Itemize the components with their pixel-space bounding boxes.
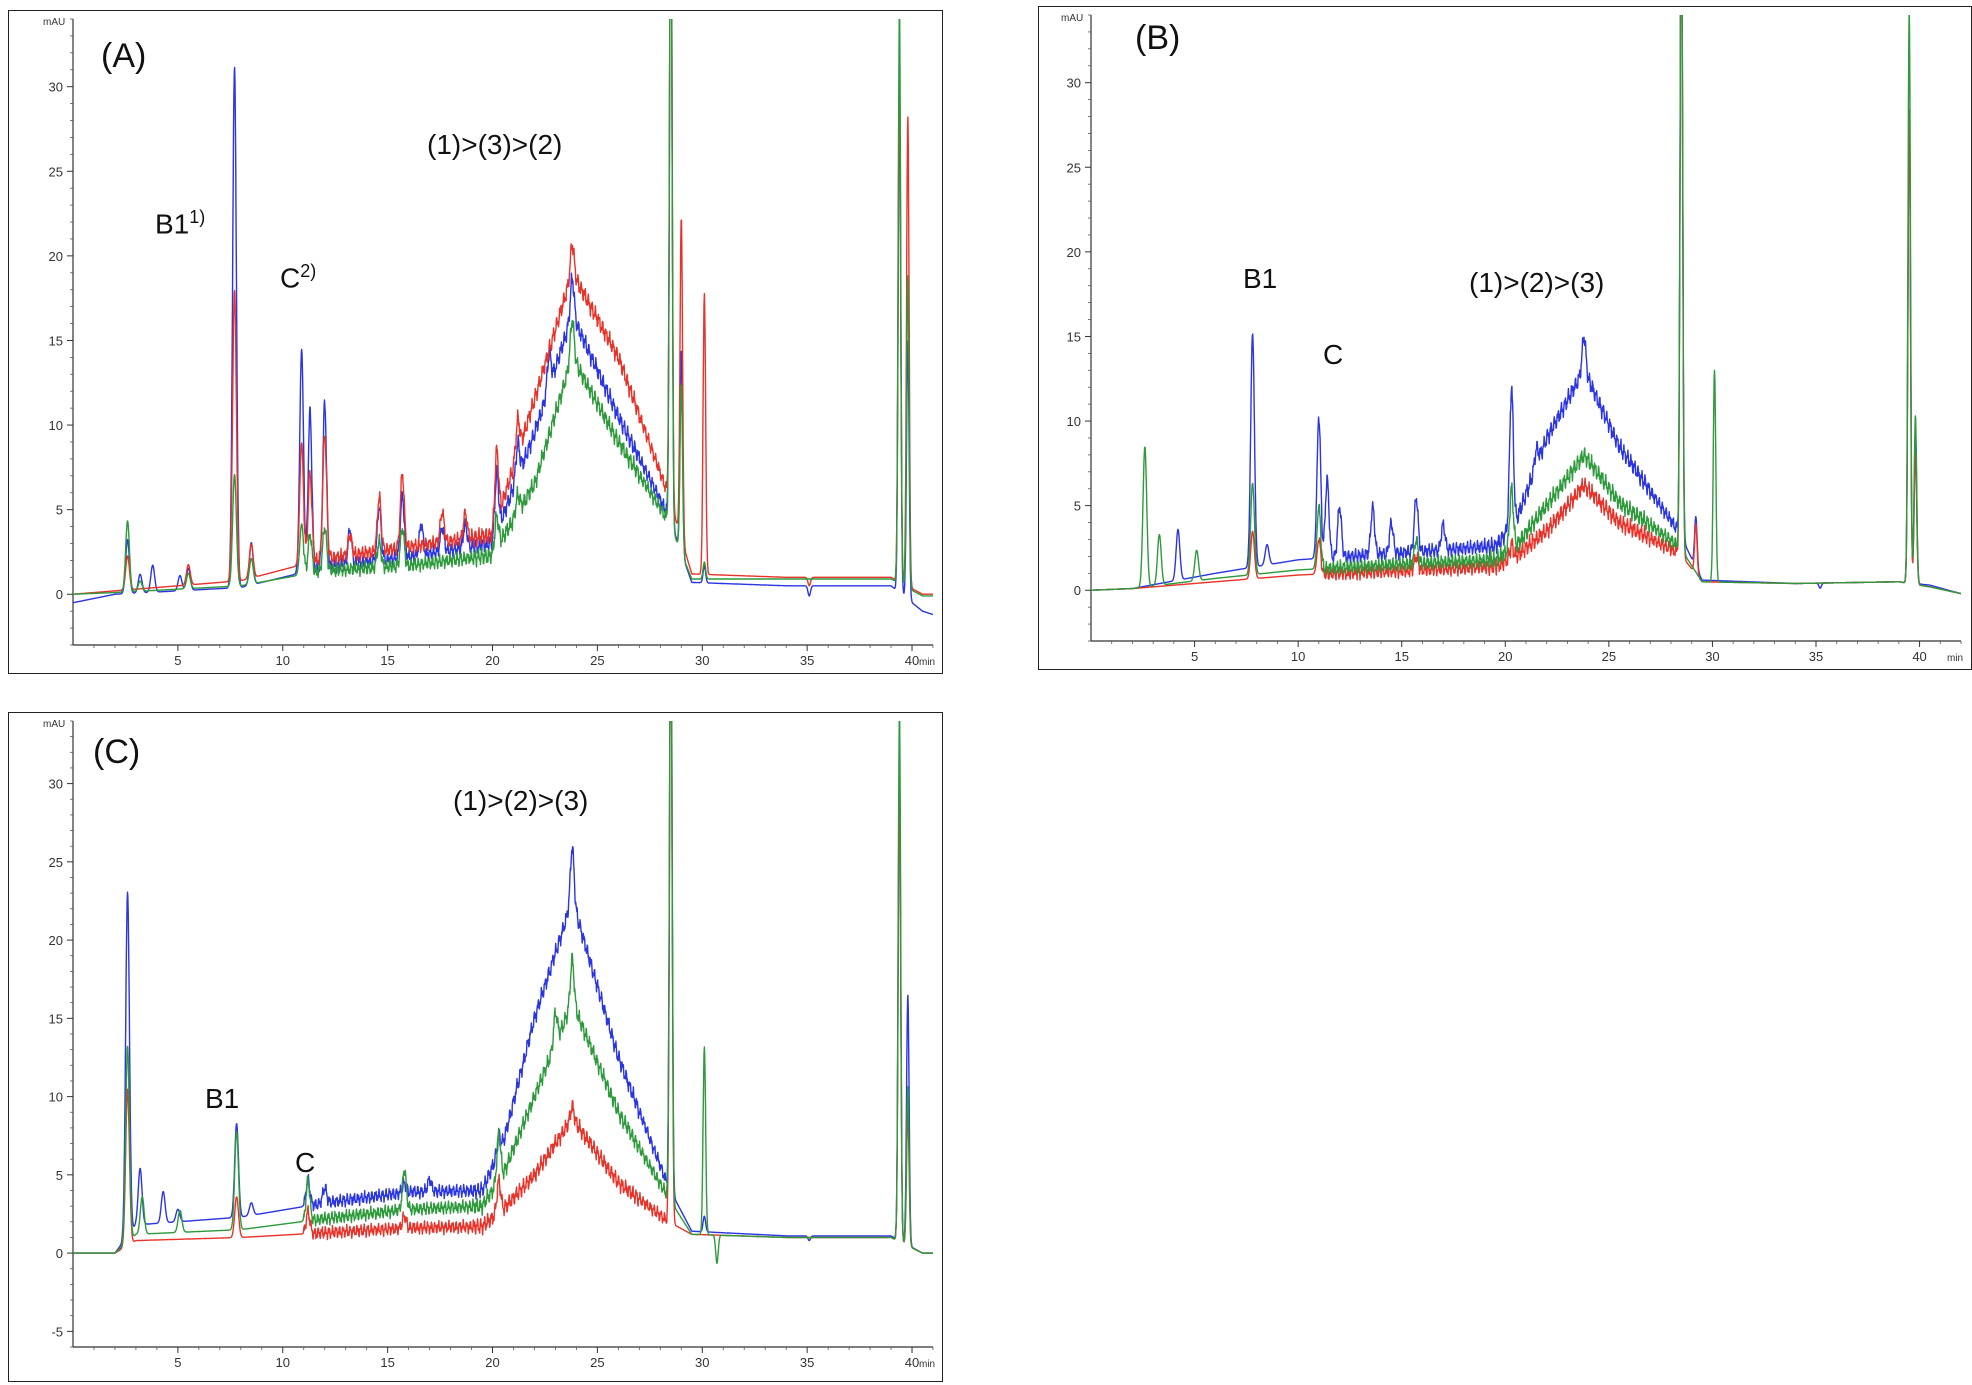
y-tick-label: 0 <box>56 587 63 602</box>
x-tick-label: 15 <box>1394 649 1408 664</box>
x-tick-label: 30 <box>1705 649 1719 664</box>
chart-b-svg: 0 5 10 15 20 25 30 5 10 15 20 25 30 35 40 mAU min <box>1061 13 1963 664</box>
y-tick-label: 5 <box>56 503 63 518</box>
x-tick-label: 25 <box>590 1355 604 1370</box>
y-tick-label: 20 <box>49 249 63 264</box>
x-tick-label: 25 <box>590 653 604 668</box>
x-tick-label: 20 <box>485 653 499 668</box>
peak-label-b1-c: B1 <box>205 1083 240 1114</box>
footnote-1: 1) <box>189 207 206 227</box>
x-tick-label: 20 <box>1498 649 1512 664</box>
y-tick-label: 30 <box>49 80 63 95</box>
y-tick-label: -5 <box>51 1324 63 1339</box>
x-axis-unit: min <box>919 657 935 668</box>
y-tick-label: 25 <box>49 164 63 179</box>
order-label-b: (1)>(2)>(3) <box>1469 267 1605 298</box>
y-axis-unit: mAU <box>43 719 65 730</box>
x-tick-label: 10 <box>276 653 290 668</box>
y-tick-label: 10 <box>49 1090 63 1105</box>
x-tick-label: 30 <box>695 653 709 668</box>
axes: 0 5 10 15 20 25 30 5 10 15 20 25 30 35 40 mAU min <box>43 17 935 668</box>
x-tick-label: 5 <box>174 1355 181 1370</box>
panel-label-a: (A) <box>101 37 147 75</box>
peak-label-c-b: C <box>1323 339 1344 370</box>
x-tick-label: 15 <box>380 1355 394 1370</box>
y-tick-label: 5 <box>1074 499 1081 514</box>
series-line-blue <box>73 721 933 1254</box>
series-line-green <box>1091 15 1961 595</box>
x-tick-label: 30 <box>695 1355 709 1370</box>
chromatogram-panel-c: -5 0 5 10 15 20 25 30 5 10 15 20 25 30 35 40 mAU min (C) … <box>8 712 943 1382</box>
footnote-2: 2) <box>300 261 317 281</box>
y-tick-label: 20 <box>1067 245 1081 260</box>
x-axis-unit: min <box>919 1359 935 1370</box>
x-axis-unit: min <box>1947 653 1963 664</box>
axes: -5 0 5 10 15 20 25 30 5 10 15 20 25 30 35 40 mAU min <box>43 719 935 1370</box>
y-tick-label: 25 <box>1067 160 1081 175</box>
axes: 0 5 10 15 20 25 30 5 10 15 20 25 30 35 40 mAU min <box>1061 13 1963 664</box>
peak-label-b1-b: B1 <box>1243 263 1278 294</box>
series-line-red <box>1091 15 1961 595</box>
y-tick-label: 30 <box>49 777 63 792</box>
chart-a-svg: 0 5 10 15 20 25 30 5 10 15 20 25 30 35 40 mAU min <box>43 17 935 668</box>
x-tick-label: 20 <box>485 1355 499 1370</box>
peak-label-c-a: C2) <box>280 261 317 294</box>
chromatogram-panel-a: 0 5 10 15 20 25 30 5 10 15 20 25 30 35 40 mAU min (A) B1… <box>8 10 943 674</box>
panel-label-b: (B) <box>1135 19 1181 57</box>
y-tick-label: 25 <box>49 855 63 870</box>
y-tick-label: 10 <box>49 418 63 433</box>
x-tick-label: 10 <box>276 1355 290 1370</box>
y-tick-label: 15 <box>49 1011 63 1026</box>
order-label-c: (1)>(2)>(3) <box>453 785 589 816</box>
x-tick-label: 5 <box>1191 649 1198 664</box>
x-tick-label: 5 <box>174 653 181 668</box>
peak-label-b1-a: B11) <box>155 207 206 240</box>
series-line-green <box>73 19 933 597</box>
y-axis-unit: mAU <box>1061 13 1083 24</box>
order-label-a: (1)>(3)>(2) <box>427 129 563 160</box>
chromatogram-panel-b: 0 5 10 15 20 25 30 5 10 15 20 25 30 35 40 mAU min (B) B1… <box>1038 6 1972 670</box>
series-line-green <box>73 721 933 1264</box>
x-tick-label: 10 <box>1291 649 1305 664</box>
series-line-blue <box>73 19 933 616</box>
x-tick-label: 35 <box>800 1355 814 1370</box>
y-tick-label: 15 <box>1067 329 1081 344</box>
series-line-red <box>73 19 933 595</box>
y-tick-label: 0 <box>56 1246 63 1261</box>
y-tick-label: 5 <box>56 1168 63 1183</box>
series-line-blue <box>1091 15 1961 595</box>
y-axis-unit: mAU <box>43 17 65 28</box>
x-tick-label: 15 <box>380 653 394 668</box>
y-tick-label: 0 <box>1074 583 1081 598</box>
x-tick-label: 40 <box>905 653 919 668</box>
y-tick-label: 30 <box>1067 76 1081 91</box>
x-tick-label: 40 <box>1912 649 1926 664</box>
y-tick-label: 15 <box>49 333 63 348</box>
chart-c-svg: -5 0 5 10 15 20 25 30 5 10 15 20 25 30 35 40 mAU min <box>43 719 935 1370</box>
y-tick-label: 20 <box>49 933 63 948</box>
panel-label-c: (C) <box>93 733 141 771</box>
x-tick-label: 35 <box>1809 649 1823 664</box>
x-tick-label: 25 <box>1602 649 1616 664</box>
x-tick-label: 40 <box>905 1355 919 1370</box>
x-tick-label: 35 <box>800 653 814 668</box>
peak-label-c-c: C <box>295 1147 316 1178</box>
y-tick-label: 10 <box>1067 414 1081 429</box>
